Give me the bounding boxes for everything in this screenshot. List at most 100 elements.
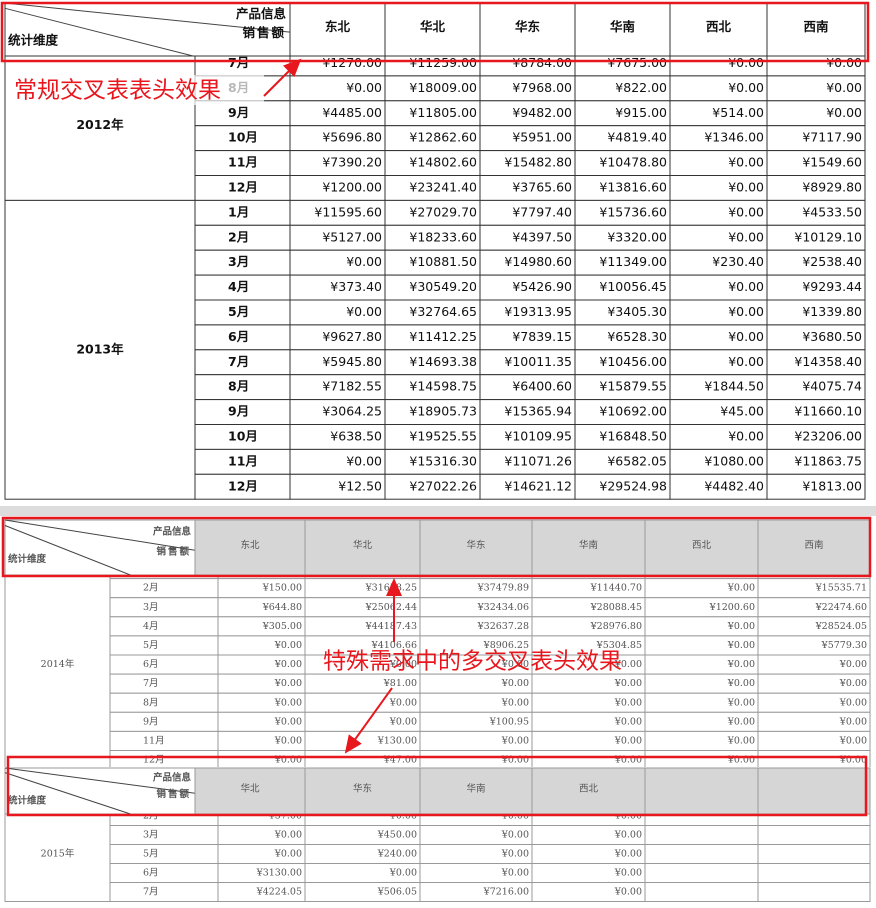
table-cell [757,844,871,864]
sales-value: ¥37479.89 [477,583,529,594]
table-cell [109,863,219,883]
table-cell [766,448,866,475]
month-label: 5月 [143,640,159,651]
year-label: 2012年 [76,117,124,132]
sales-value: ¥0.00 [274,849,302,860]
table-cell [574,424,671,450]
sales-value: ¥11660.10 [794,404,862,419]
month-label: 4月 [143,621,159,632]
sales-value: ¥0.00 [728,428,764,443]
sales-value: ¥0.00 [274,735,302,746]
month-label: 10月 [228,428,258,443]
sales-value: ¥1200.60 [709,602,755,613]
highlight-box [6,755,868,817]
table-cell [669,448,768,475]
table-cell [669,249,768,276]
sales-value: ¥644.80 [262,602,302,613]
table-cell [479,399,576,426]
sales-value: ¥0.00 [839,697,867,708]
sales-value: ¥7968.00 [512,80,572,95]
sales-value: ¥15535.71 [815,583,867,594]
sales-value: ¥0.00 [614,659,642,670]
year-label: 2014年 [41,658,75,670]
header-top-label: 产品信息 [153,772,192,784]
sales-value: ¥0.00 [614,849,642,860]
sales-value: ¥0.00 [346,254,382,269]
sales-value: ¥4819.40 [607,130,667,145]
table-cell [574,175,671,201]
sales-value: ¥0.00 [346,80,382,95]
sales-value: ¥28524.05 [815,621,867,632]
sales-value: ¥22474.60 [815,602,867,613]
corner-diagonal [4,519,196,551]
corner-diagonal [4,2,291,33]
header-corner-label: 统计维度 [8,553,47,565]
sales-value: ¥0.00 [728,80,764,95]
sales-value: ¥4106.66 [371,640,417,651]
table-cell [109,654,219,675]
region-header: 东北 [240,539,260,551]
sales-value: ¥6400.60 [512,379,572,394]
table-cell [384,75,481,102]
month-label: 4月 [228,279,249,294]
sales-value: ¥10129.10 [794,229,862,244]
sales-value: ¥1549.60 [802,155,862,170]
sales-value: ¥11595.60 [314,204,382,219]
table-cell [757,863,871,883]
sales-value: ¥12862.60 [409,130,477,145]
sales-value: ¥1346.00 [704,130,764,145]
header-cell [194,767,306,815]
table-cell [757,750,871,767]
table-cell [644,825,759,845]
month-label: 5月 [228,304,249,319]
table-cell [669,349,768,376]
header-cell [766,2,866,57]
sales-value: ¥7675.00 [607,55,667,70]
table-cell [766,75,866,102]
table-cell [194,424,291,450]
sales-value: ¥7216.00 [483,887,529,898]
year-label: 2015年 [41,848,75,860]
sales-value: ¥0.00 [728,279,764,294]
table-cell [109,597,219,618]
sales-value: ¥0.00 [614,887,642,898]
sales-value: ¥30549.20 [409,279,477,294]
sales-value: ¥31658.25 [365,583,417,594]
sales-value: ¥4533.50 [802,204,862,219]
table-cell [289,100,386,127]
table-cell [109,825,219,845]
month-label: 1月 [228,204,249,219]
table-cell [479,324,576,351]
header-cell [194,519,306,576]
month-label: 12月 [143,755,165,766]
month-label: 10月 [228,130,258,145]
region-header: 华南 [610,19,636,34]
table-cell [4,806,111,902]
table-cell [669,125,768,152]
table-cell [289,75,386,102]
month-label: 2月 [228,229,249,244]
sales-value: ¥4397.50 [512,229,572,244]
table-cell [109,692,219,713]
table-cell [479,299,576,326]
table-cell [669,424,768,450]
sales-value: ¥100.95 [489,716,529,727]
sales-value: ¥3680.50 [802,329,862,344]
sales-value: ¥32637.28 [477,621,529,632]
header-mid-label: 销售额 [156,788,191,800]
table-cell [766,100,866,127]
header-cell [304,519,421,576]
tables: 7月 ¥1270.00 ¥11259.00 ¥8784.00 ¥7675.00 ¥0.00… [4,2,871,902]
sales-value: ¥5127.00 [322,229,382,244]
table-cell [289,473,386,500]
sales-value: ¥23241.40 [409,179,477,194]
sales-value: ¥0.00 [614,868,642,879]
sales-value: ¥0.00 [614,735,642,746]
region-header: 西南 [804,539,823,551]
cross-table: 1月¥1207.00¥39723.37¥17553.40¥17686.86¥17… [4,519,871,767]
sales-value: ¥3130.00 [256,868,302,879]
sales-value: ¥0.00 [389,697,417,708]
sales-value: ¥81.00 [383,678,417,689]
table-cell [194,125,291,152]
